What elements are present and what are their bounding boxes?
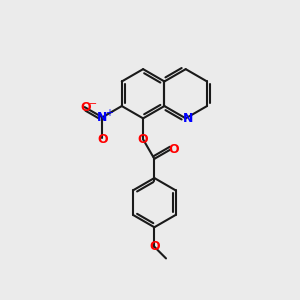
Text: +: + [105,108,113,118]
Text: O: O [81,100,92,114]
Text: N: N [183,112,193,125]
Text: N: N [97,111,107,124]
Text: O: O [97,133,108,146]
Text: O: O [168,142,179,156]
Text: O: O [149,240,160,253]
Text: O: O [138,133,148,146]
Text: −: − [89,99,97,109]
